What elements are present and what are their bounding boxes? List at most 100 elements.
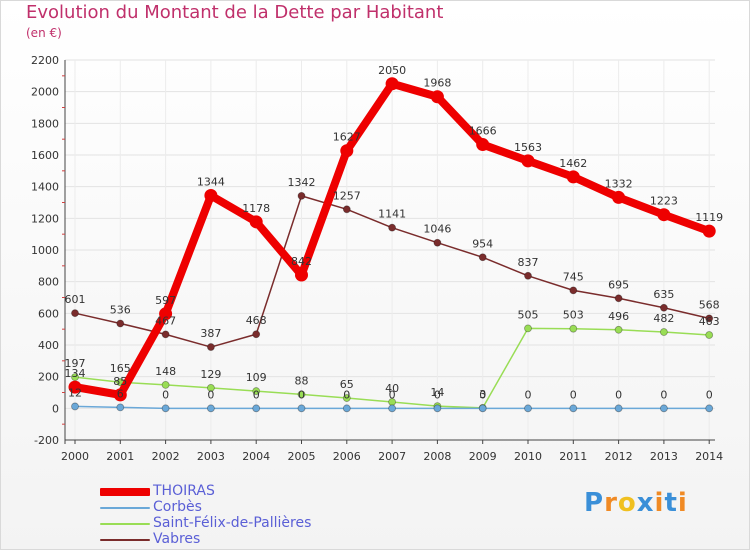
logo-letter: x <box>636 488 655 518</box>
data-label-corbes: 0 <box>479 388 486 401</box>
data-label-corbes: 0 <box>389 388 396 401</box>
y-tick-label: 1400 <box>31 181 59 194</box>
data-label-saint-felix-de-pallieres: 496 <box>608 310 629 323</box>
data-label-saint-felix-de-pallieres: 109 <box>246 371 267 384</box>
data-point-vabres <box>116 319 125 328</box>
y-tick-label: 1200 <box>31 212 59 225</box>
data-label-vabres: 467 <box>155 314 176 327</box>
data-point-thoiras <box>340 144 354 158</box>
logo-letter: o <box>617 488 637 518</box>
data-label-thoiras: 597 <box>155 294 176 307</box>
data-label-vabres: 387 <box>200 327 221 340</box>
data-point-corbes <box>206 404 215 413</box>
x-tick-label: 2013 <box>650 450 678 463</box>
data-label-saint-felix-de-pallieres: 14 <box>430 386 444 399</box>
data-point-saint-felix-de-pallieres <box>206 384 215 392</box>
logo-letter: i <box>654 488 665 518</box>
legend-swatch <box>100 523 150 525</box>
data-point-corbes <box>478 404 487 413</box>
data-label-corbes: 0 <box>525 388 532 401</box>
data-label-vabres: 1342 <box>288 176 316 189</box>
data-label-corbes: 0 <box>207 388 214 401</box>
data-label-corbes: 0 <box>253 388 260 401</box>
data-point-thoiras <box>612 190 626 204</box>
proxiti-logo: Proxiti <box>584 488 688 518</box>
legend-label: Saint-Félix-de-Pallières <box>153 515 312 531</box>
data-label-vabres: 568 <box>699 298 720 311</box>
logo-letter: t <box>664 488 678 518</box>
data-point-thoiras <box>521 154 535 168</box>
data-point-vabres <box>660 303 668 312</box>
y-tick-label: 200 <box>38 371 59 384</box>
y-tick-label: 800 <box>38 276 59 289</box>
y-tick-label: 1600 <box>31 149 59 162</box>
data-point-corbes <box>433 404 442 413</box>
legend-swatch <box>100 539 150 541</box>
data-point-saint-felix-de-pallieres <box>342 394 351 402</box>
data-label-saint-felix-de-pallieres: 40 <box>385 382 399 395</box>
data-point-thoiras <box>430 90 444 104</box>
data-label-thoiras: 85 <box>113 375 127 388</box>
x-tick-label: 2010 <box>514 450 542 463</box>
data-label-thoiras: 1563 <box>514 141 542 154</box>
data-point-saint-felix-de-pallieres <box>252 387 261 395</box>
data-label-vabres: 1046 <box>423 223 451 236</box>
data-label-saint-felix-de-pallieres: 88 <box>295 374 309 387</box>
data-point-corbes <box>388 404 397 413</box>
data-point-saint-felix-de-pallieres <box>297 390 306 399</box>
y-tick-label: 2000 <box>31 86 59 99</box>
data-point-thoiras <box>249 215 263 229</box>
data-point-corbes <box>116 403 125 412</box>
y-tick-label: 1000 <box>31 244 59 257</box>
data-label-corbes: 0 <box>298 388 305 401</box>
data-label-vabres: 745 <box>563 270 584 283</box>
data-label-thoiras: 1344 <box>197 176 225 189</box>
logo-letter: i <box>677 488 688 518</box>
x-tick-label: 2011 <box>559 450 587 463</box>
x-tick-label: 2004 <box>242 450 270 463</box>
data-label-saint-felix-de-pallieres: 3 <box>479 388 486 401</box>
data-point-saint-felix-de-pallieres <box>569 324 578 333</box>
data-point-thoiras <box>68 380 82 394</box>
legend-swatch <box>100 488 150 496</box>
chart-title: Evolution du Montant de la Dette par Hab… <box>26 2 444 23</box>
x-tick-label: 2007 <box>378 450 406 463</box>
legend-label: THOIRAS <box>153 483 215 499</box>
data-label-vabres: 695 <box>608 278 629 291</box>
x-tick-label: 2000 <box>61 450 89 463</box>
data-point-thoiras <box>295 268 308 282</box>
data-label-vabres: 837 <box>518 256 539 269</box>
x-tick-label: 2005 <box>288 450 316 463</box>
data-point-vabres <box>252 330 261 339</box>
data-point-vabres <box>569 286 578 295</box>
data-point-thoiras <box>476 138 490 152</box>
data-label-vabres: 536 <box>110 303 131 316</box>
data-label-thoiras: 2050 <box>378 64 406 77</box>
data-label-thoiras: 1223 <box>650 195 678 208</box>
data-label-saint-felix-de-pallieres: 197 <box>65 357 86 370</box>
data-point-corbes <box>71 402 79 411</box>
data-point-vabres <box>71 309 79 318</box>
data-label-thoiras: 1178 <box>242 202 270 215</box>
data-point-corbes <box>614 404 623 413</box>
data-point-thoiras <box>657 208 671 222</box>
data-point-saint-felix-de-pallieres <box>524 324 532 333</box>
data-label-corbes: 0 <box>615 388 622 401</box>
legend-label: Corbès <box>153 499 202 515</box>
data-label-corbes: 6 <box>117 387 124 400</box>
data-label-vabres: 1141 <box>378 208 406 221</box>
data-label-saint-felix-de-pallieres: 505 <box>518 308 539 321</box>
x-tick-label: 2006 <box>333 450 361 463</box>
chart-subtitle: (en €) <box>26 26 62 40</box>
y-tick-label: 400 <box>38 339 59 352</box>
data-label-corbes: 0 <box>660 388 667 401</box>
logo-letter: P <box>584 488 605 518</box>
data-point-vabres <box>388 223 397 232</box>
data-point-corbes <box>524 404 532 413</box>
y-tick-label: 0 <box>52 402 59 415</box>
x-tick-label: 2001 <box>106 450 134 463</box>
data-point-corbes <box>252 404 261 413</box>
data-point-corbes <box>297 404 306 413</box>
data-label-thoiras: 842 <box>291 255 312 268</box>
